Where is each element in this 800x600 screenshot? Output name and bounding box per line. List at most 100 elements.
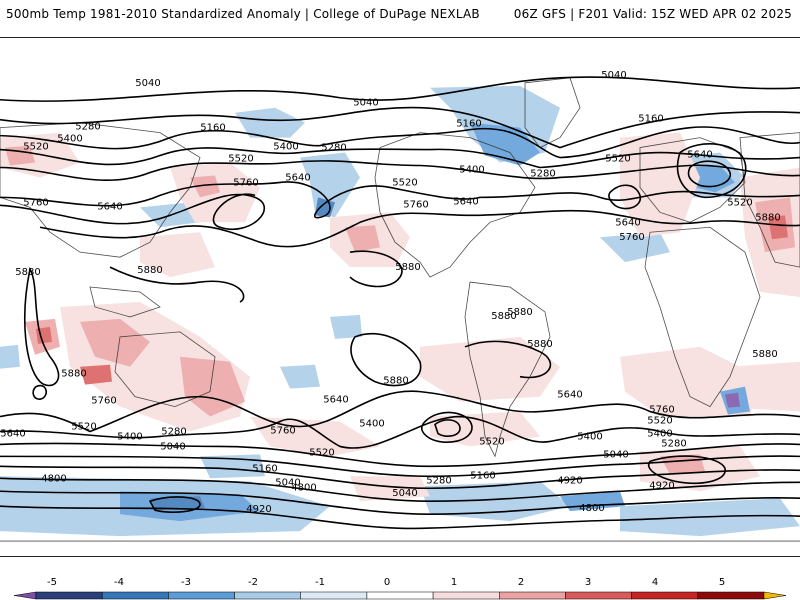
warm-anomaly-region: [350, 476, 430, 502]
contour-label: 4920: [246, 504, 271, 515]
cold-anomaly-region: [300, 152, 360, 218]
colorbar-tick-label: -1: [315, 577, 325, 588]
contour-line: [0, 390, 800, 433]
anomaly-colorbar: -5 -4 -3 -2 -1 0 1 2 3 4 5: [13, 577, 787, 600]
contour-label: 5640: [615, 217, 640, 228]
model-valid-time: 06Z GFS | F201 Valid: 15Z WED APR 02 202…: [513, 7, 792, 21]
contour-label: 5880: [752, 349, 777, 360]
colorbar-swatch: [565, 591, 632, 600]
colorbar-swatch: [499, 591, 566, 600]
colorbar-tick-label: 4: [652, 577, 658, 588]
contour-label: 5040: [160, 441, 185, 452]
colorbar-tick-label: 2: [518, 577, 524, 588]
contour-label: 5400: [359, 419, 384, 430]
cold-anomaly-region: [420, 481, 570, 522]
contour-label: 4800: [291, 482, 316, 493]
contour-label: 5040: [603, 449, 628, 460]
colorbar-swatch: [35, 591, 103, 600]
cold-anomaly-region: [725, 392, 740, 408]
warm-anomaly-region: [80, 318, 150, 367]
colorbar-tick-label: 0: [384, 577, 390, 588]
colorbar-tick-label: -2: [248, 577, 258, 588]
contour-label: 5640: [453, 196, 478, 207]
contour-label: 5880: [15, 267, 40, 278]
warm-anomaly-region: [140, 232, 215, 278]
contour-line: [608, 184, 641, 210]
colorbar-swatch: [366, 591, 434, 600]
contour-label: 5040: [392, 488, 417, 499]
contour-label: 5760: [270, 425, 295, 436]
warm-anomaly-region: [250, 416, 380, 457]
contour-label: 5400: [459, 164, 484, 175]
colorbar-swatch: [697, 591, 765, 600]
contour-label: 5640: [0, 428, 25, 439]
contour-label: 5520: [647, 416, 672, 427]
contour-line: [350, 332, 422, 387]
colorbar-tick-label: 1: [451, 577, 457, 588]
contour-label: 5520: [23, 142, 48, 153]
contour-line: [687, 160, 731, 188]
contour-label: 5760: [619, 232, 644, 243]
colorbar-swatch: [300, 591, 368, 600]
contour-label: 5880: [61, 369, 86, 380]
contour-line: [0, 147, 800, 169]
contour-label: 5520: [727, 197, 752, 208]
contour-line: [24, 266, 60, 387]
contour-line: [0, 160, 800, 181]
warm-anomaly-region: [430, 411, 540, 447]
cold-anomaly-region: [330, 314, 362, 339]
colorbar-swatch: [101, 591, 169, 600]
contour-label: 5640: [97, 201, 122, 212]
contour-label: 5880: [527, 339, 552, 350]
contour-label: 5640: [557, 390, 582, 401]
contour-label: 5640: [323, 395, 348, 406]
colorbar-tick-label: -4: [114, 577, 124, 588]
maritime-continent-outline: [89, 286, 161, 318]
colorbar-swatches: [13, 591, 787, 600]
contour-line: [0, 76, 800, 102]
colorbar-tick-label: -3: [181, 577, 191, 588]
contour-label: 5160: [638, 114, 663, 125]
contour-line: [349, 250, 403, 288]
contour-label: 5160: [200, 123, 225, 134]
contour-label: 5880: [507, 307, 532, 318]
contour-label: 5880: [491, 311, 516, 322]
warm-anomaly-region: [768, 215, 788, 240]
cold-anomaly-region: [150, 496, 205, 511]
asia-outline: [0, 122, 201, 258]
contour-label: 4800: [41, 473, 66, 484]
cold-anomaly-region: [315, 197, 335, 218]
contour-label: 5160: [456, 119, 481, 130]
contour-line: [0, 455, 800, 478]
contour-line: [32, 384, 48, 400]
contour-label: 5520: [71, 422, 96, 433]
contour-line: [0, 415, 800, 449]
anomaly-shading: [0, 85, 800, 537]
contour-label: 5640: [285, 172, 310, 183]
warm-anomaly-region: [180, 356, 245, 417]
contour-line: [0, 193, 266, 230]
contour-label: 5520: [392, 177, 417, 188]
contour-label: 5520: [309, 447, 334, 458]
height-contours: [0, 76, 800, 530]
colorbar-ticks: -5 -4 -3 -2 -1 0 1 2 3 4 5: [47, 577, 725, 588]
contour-label: 5520: [605, 154, 630, 165]
contour-label: 5400: [273, 142, 298, 153]
contour-label: 5760: [91, 396, 116, 407]
colorbar-tick-label: 3: [585, 577, 591, 588]
contour-label: 5760: [233, 177, 258, 188]
south-america-outline: [464, 281, 551, 458]
contour-label: 5880: [383, 376, 408, 387]
contour-line: [464, 340, 552, 379]
contour-label: 5400: [57, 134, 82, 145]
contour-line: [0, 505, 800, 530]
asia-east-outline: [739, 132, 800, 268]
africa-outline: [644, 226, 761, 408]
contour-line: [0, 465, 800, 490]
contour-label: 5520: [228, 154, 253, 165]
cold-anomaly-region: [0, 344, 20, 369]
cold-anomaly-region: [280, 364, 320, 389]
contour-line: [109, 266, 245, 303]
contour-line: [0, 490, 800, 515]
australia-outline: [114, 331, 216, 407]
